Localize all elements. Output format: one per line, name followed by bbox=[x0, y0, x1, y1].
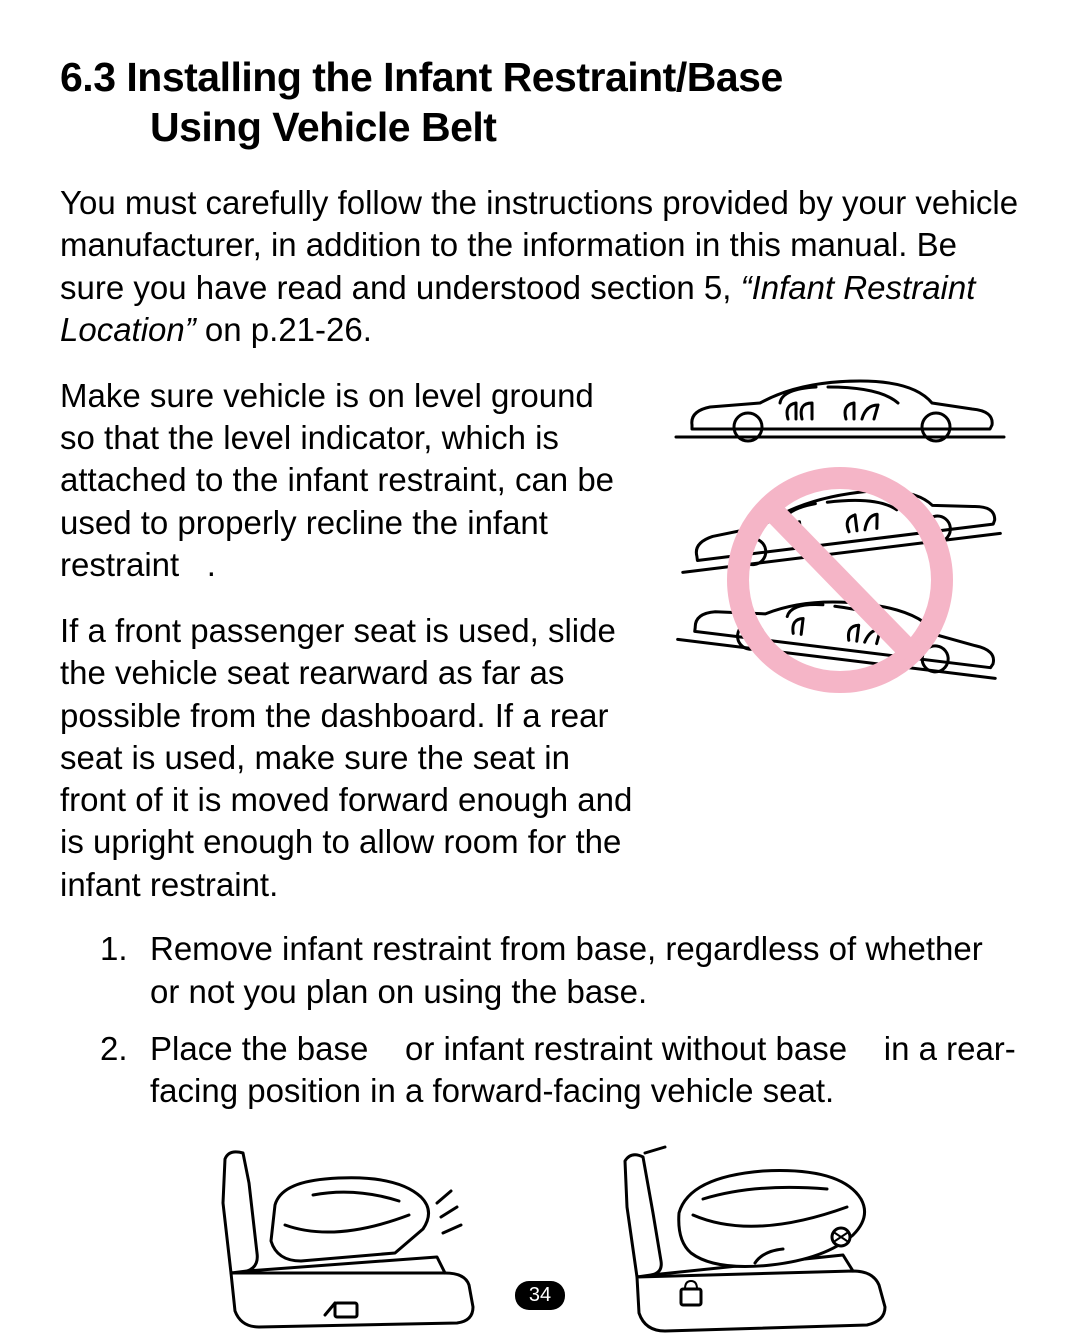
step-1-number: 1. bbox=[100, 928, 150, 1014]
prohibited-slope-figure bbox=[665, 465, 1015, 695]
intro-text-b: on p.21-26. bbox=[196, 311, 372, 348]
section-number: 6.3 bbox=[60, 52, 116, 102]
section-title-line1: Installing the Infant Restraint/Base bbox=[126, 54, 782, 100]
level-text-column: Make sure vehicle is on level ground so … bbox=[60, 375, 636, 906]
step-2-text: Place the base or infant restraint witho… bbox=[150, 1028, 1020, 1114]
steps-list: 1. Remove infant restraint from base, re… bbox=[60, 928, 1020, 1114]
level-figure-column bbox=[660, 375, 1020, 906]
seat-position-paragraph: If a front passenger seat is used, slide… bbox=[60, 610, 636, 906]
manual-page: 6.3 Installing the Infant Restraint/Base… bbox=[0, 0, 1080, 1334]
section-heading: 6.3 Installing the Infant Restraint/Base… bbox=[60, 52, 1020, 152]
intro-paragraph: You must carefully follow the instructio… bbox=[60, 182, 1020, 351]
level-paragraph: Make sure vehicle is on level ground so … bbox=[60, 375, 636, 586]
step-1-text: Remove infant restraint from base, regar… bbox=[150, 928, 1020, 1014]
car-level-icon bbox=[670, 375, 1010, 447]
page-number-badge: 34 bbox=[515, 1281, 565, 1310]
prohibit-circle-icon bbox=[665, 465, 1015, 695]
step-2: 2. Place the base or infant restraint wi… bbox=[100, 1028, 1020, 1114]
step-2-number: 2. bbox=[100, 1028, 150, 1114]
section-title-line2: Using Vehicle Belt bbox=[60, 102, 1020, 152]
step-1: 1. Remove infant restraint from base, re… bbox=[100, 928, 1020, 1014]
page-number: 34 bbox=[0, 1281, 1080, 1310]
level-ground-block: Make sure vehicle is on level ground so … bbox=[60, 375, 1020, 906]
